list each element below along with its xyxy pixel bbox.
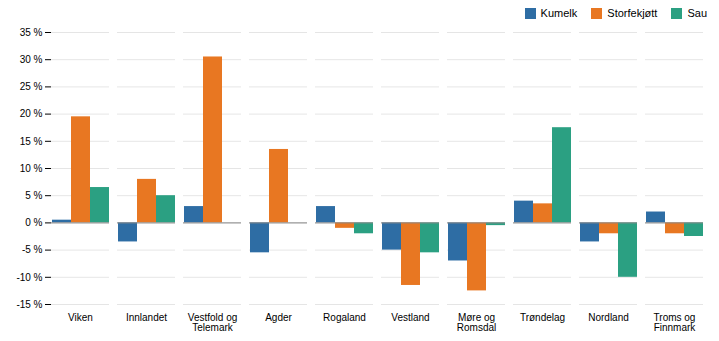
svg-text:25 %: 25 % xyxy=(20,81,43,92)
svg-text:-10 %: -10 % xyxy=(16,272,42,283)
svg-text:35 %: 35 % xyxy=(20,27,43,38)
svg-text:-5 %: -5 % xyxy=(22,244,43,255)
svg-text:Møre ogRomsdal: Møre ogRomsdal xyxy=(457,312,496,333)
svg-text:-15 %: -15 % xyxy=(16,299,42,310)
svg-text:Vestland: Vestland xyxy=(391,312,429,323)
svg-text:0 %: 0 % xyxy=(25,217,42,228)
html-text:Storfekjøtt: Storfekjøtt xyxy=(607,7,658,19)
svg-text:Nordland: Nordland xyxy=(588,312,629,323)
svg-text:Troms ogFinnmark: Troms ogFinnmark xyxy=(654,312,697,333)
svg-text:30 %: 30 % xyxy=(20,54,43,65)
svg-text:Viken: Viken xyxy=(68,312,93,323)
svg-text:20 %: 20 % xyxy=(20,108,43,119)
svg-text:5 %: 5 % xyxy=(25,190,42,201)
svg-text:15 %: 15 % xyxy=(20,136,43,147)
html-text:Kumelk: Kumelk xyxy=(540,7,578,19)
svg-text:Innlandet: Innlandet xyxy=(126,312,167,323)
html-text:Sau: Sau xyxy=(687,7,707,19)
svg-text:Vestfold ogTelemark: Vestfold ogTelemark xyxy=(188,312,237,333)
svg-text:Agder: Agder xyxy=(265,312,292,323)
svg-text:Trøndelag: Trøndelag xyxy=(520,312,565,323)
svg-text:Rogaland: Rogaland xyxy=(323,312,366,323)
svg-text:10 %: 10 % xyxy=(20,163,43,174)
